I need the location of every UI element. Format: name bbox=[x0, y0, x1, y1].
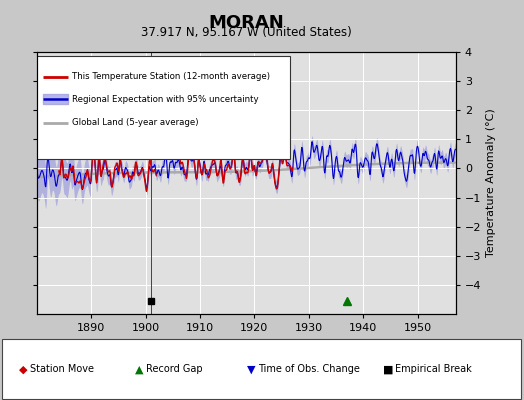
Text: Berkeley Earth: Berkeley Earth bbox=[456, 386, 519, 395]
Text: Regional Expectation with 95% uncertainty: Regional Expectation with 95% uncertaint… bbox=[72, 95, 259, 104]
Text: ▲: ▲ bbox=[135, 364, 143, 374]
Text: Record Gap: Record Gap bbox=[146, 364, 202, 374]
Text: ■: ■ bbox=[383, 364, 393, 374]
Text: ◆: ◆ bbox=[19, 364, 28, 374]
Y-axis label: Temperature Anomaly (°C): Temperature Anomaly (°C) bbox=[486, 109, 496, 257]
FancyBboxPatch shape bbox=[37, 56, 290, 160]
Text: Time of Obs. Change: Time of Obs. Change bbox=[258, 364, 360, 374]
Text: Empirical Break: Empirical Break bbox=[395, 364, 471, 374]
Text: MORAN: MORAN bbox=[209, 14, 284, 32]
Text: Global Land (5-year average): Global Land (5-year average) bbox=[72, 118, 199, 127]
Text: Data Quality Controlled and Aligned at Breakpoints: Data Quality Controlled and Aligned at B… bbox=[5, 386, 221, 395]
Text: This Temperature Station (12-month average): This Temperature Station (12-month avera… bbox=[72, 72, 270, 81]
Text: Station Move: Station Move bbox=[30, 364, 94, 374]
Text: ▼: ▼ bbox=[247, 364, 256, 374]
Text: 37.917 N, 95.167 W (United States): 37.917 N, 95.167 W (United States) bbox=[141, 26, 352, 39]
